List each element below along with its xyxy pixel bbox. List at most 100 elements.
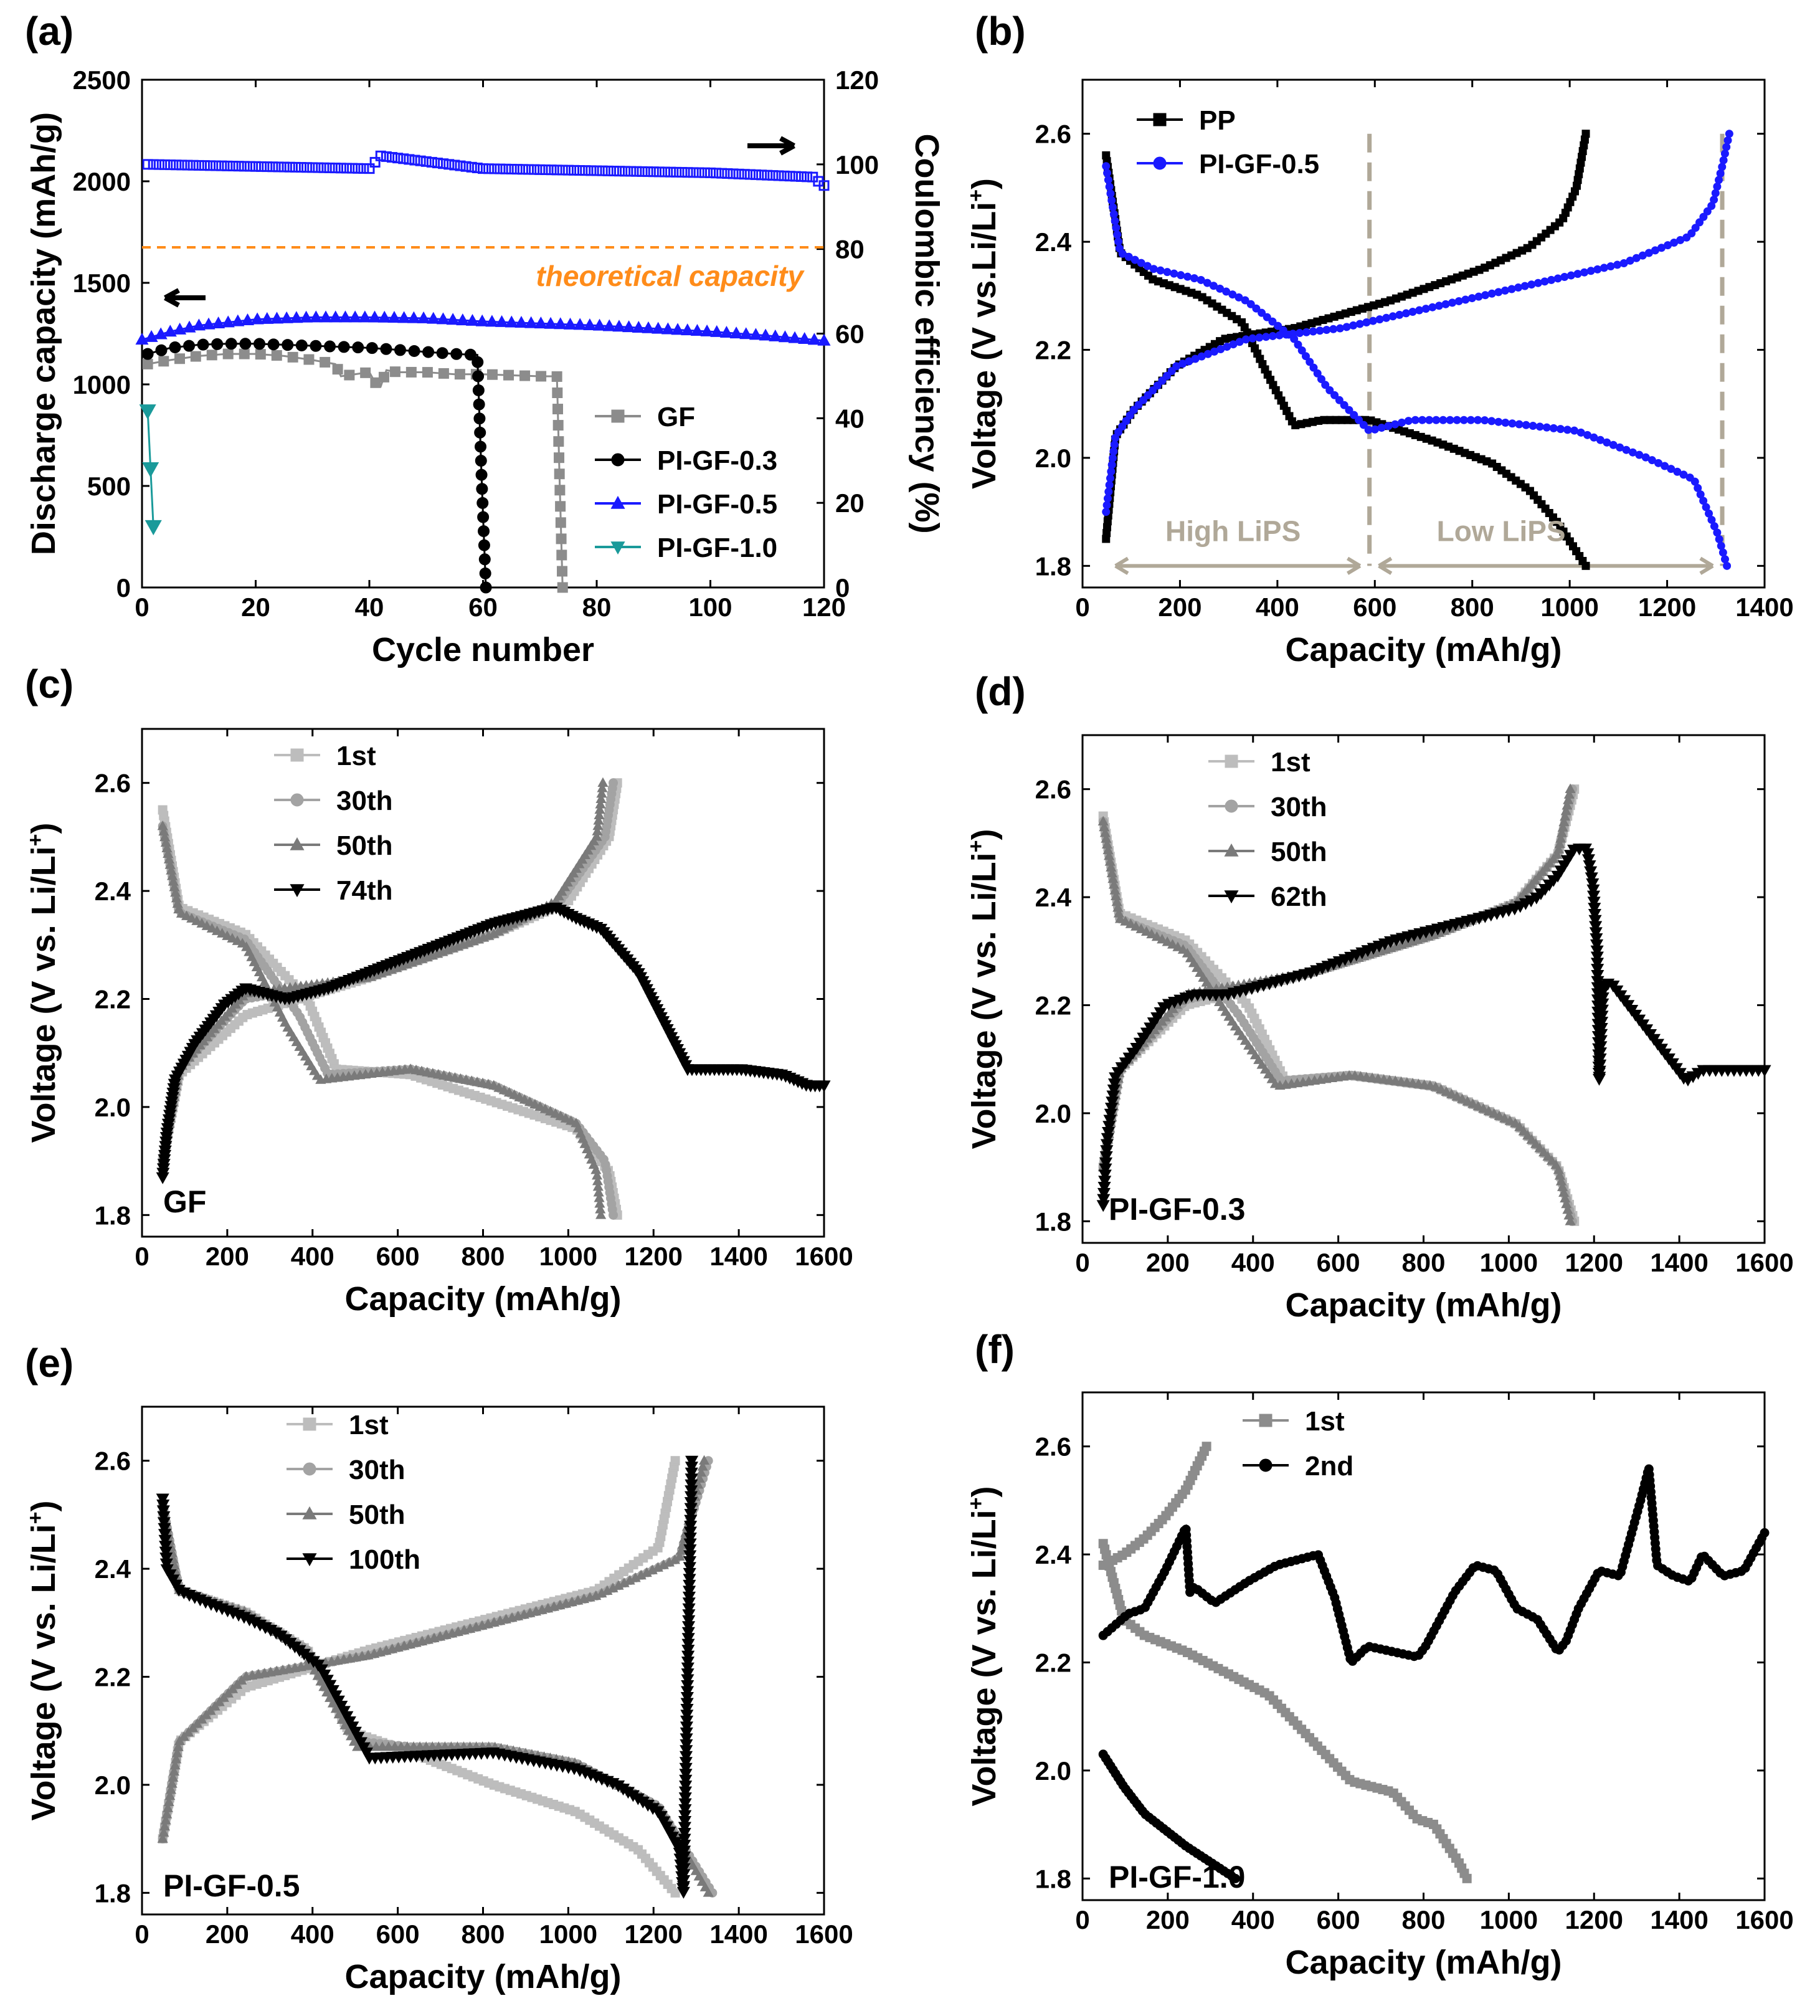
panel-a-point [524,316,538,328]
panel-c-xtick-label: 200 [206,1242,249,1271]
panel-a-ce-point [347,163,358,174]
panel-b-point [1661,462,1669,470]
panel-d-legend-label: 1st [1271,747,1310,777]
panel-a-ce-point [335,163,346,174]
panel-f-xtick-label: 200 [1146,1905,1190,1934]
panel-d-point [1243,1040,1254,1050]
panel-d-point [1214,996,1225,1006]
panel-b-point [1647,456,1656,465]
panel-b-point [1262,333,1271,341]
panel-d-point [1230,1020,1241,1031]
panel-a-point [700,324,714,336]
panel-d-point [1172,941,1183,951]
panel-a-point [267,338,280,351]
panel-b-point [1110,440,1119,449]
panel-a-ce-point [472,162,483,173]
panel-b-point [1170,269,1178,278]
panel-a-point [534,316,547,329]
panel-a-point [642,321,655,333]
panel-b-point [1425,416,1434,424]
panel-b-point [1129,406,1138,414]
panel-f-legend-marker [1259,1414,1273,1427]
panel-b-point [1143,262,1152,270]
panel-a-point [397,311,411,323]
panel-a-xtick-label: 40 [355,592,384,622]
panel-b-point [1583,430,1592,439]
panel-b-point [1609,440,1618,449]
panel-b-point [1522,421,1530,429]
panel-a-ce-point [483,163,495,174]
panel-b-point [1241,296,1249,305]
panel-d-point [1130,921,1142,931]
panel-d-point [1256,1059,1268,1069]
panel-a-point [478,539,490,551]
panel-a-point [557,582,568,593]
panel-a-point [287,351,298,363]
panel-c-point [585,840,597,850]
panel-a-point [554,485,566,496]
panel-b-point [1282,330,1291,339]
panel-b-point [1105,480,1114,489]
panel-b-point [1702,503,1710,511]
panel-c-point [493,1082,505,1092]
panel-d-point [1223,1011,1235,1021]
panel-a-point [552,388,563,399]
panel-a-xtick-label: 120 [802,592,846,622]
panel-b-label: (b) [975,9,1026,54]
panel-a-series-pi-gf-0-3 [141,338,492,594]
panel-c-legend-label: 74th [336,875,392,906]
panel-a-point [807,333,821,345]
panel-b-point [1309,363,1318,372]
panel-a-ce-point [733,168,744,179]
panel-a-xlabel: Cycle number [372,631,594,668]
panel-b-point [1723,561,1732,570]
panel-a-point [759,328,772,341]
panel-a-point [555,517,566,528]
panel-a-ce-point [375,150,386,161]
panel-a-ce-point [744,169,756,180]
panel-a-legend-marker [610,541,625,555]
panel-b-point [1448,298,1457,307]
panel-c-point [550,1108,561,1118]
panel-b-point [1350,411,1358,419]
panel-c-point [222,930,233,940]
panel-d-line-50th-charge [1102,789,1571,1167]
panel-a-point [622,320,636,333]
panel-b-point [1222,287,1231,296]
panel-b-point [1715,176,1723,184]
panel-a-point [551,371,562,382]
panel-a-point [221,315,235,328]
panel-a-ce-point [699,167,710,178]
panel-a-ce-point [551,164,562,176]
panel-b-point [1106,189,1115,198]
panel-a-ce-point [182,159,193,171]
panel-c-point [556,886,567,896]
panel-a-point [378,371,389,383]
panel-f-ylabel: Voltage (V vs. Li/Li+) [964,1486,1003,1807]
panel-b-point [1474,292,1483,301]
panel-a-ce-point [648,166,659,178]
panel-c-point [176,908,187,918]
panel-b-point [1439,416,1448,424]
panel-a-ce-point [296,162,306,173]
panel-a-ce-point [660,166,670,178]
panel-f-ytick-label: 2.2 [1035,1648,1071,1678]
panel-a-ce-point [688,167,699,178]
panel-a-point [652,321,665,334]
panel-a-ce-point [569,164,579,176]
panel-d-ylabel: Voltage (V vs. Li/Li+) [964,829,1003,1149]
panel-a-ce-point [329,163,341,174]
panel-a-point [239,348,250,359]
panel-c-point [498,1084,510,1095]
panel-a-point [583,318,597,330]
panel-b-point [1296,328,1304,337]
panel-e-point [670,1888,680,1898]
panel-a-ce-point [199,160,210,171]
panel-c-point [509,1089,520,1099]
panel-b-point [1515,420,1524,429]
panel-c-point [181,910,192,920]
panel-b-point [1722,143,1731,151]
panel-c-point [817,1080,831,1093]
panel-a-ce-point [546,164,557,176]
panel-c-point [483,1078,494,1088]
